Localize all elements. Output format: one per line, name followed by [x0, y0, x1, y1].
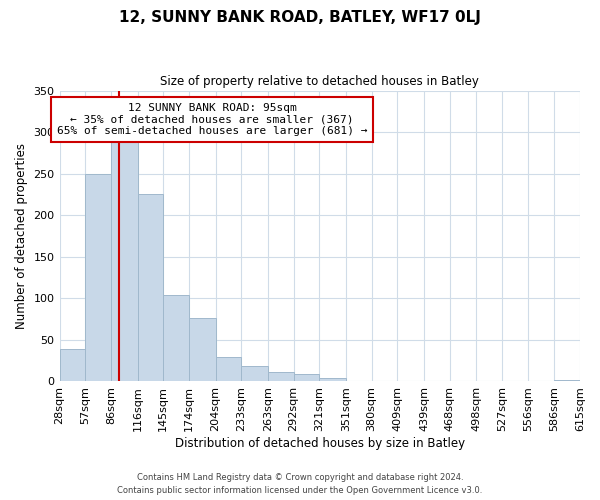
Bar [293, 374, 319, 382]
Bar [241, 366, 268, 382]
Bar [111, 136, 137, 382]
Text: 12, SUNNY BANK ROAD, BATLEY, WF17 0LJ: 12, SUNNY BANK ROAD, BATLEY, WF17 0LJ [119, 10, 481, 25]
Bar [85, 174, 111, 382]
Title: Size of property relative to detached houses in Batley: Size of property relative to detached ho… [160, 75, 479, 88]
Y-axis label: Number of detached properties: Number of detached properties [15, 143, 28, 329]
Bar [268, 372, 293, 382]
Text: Contains HM Land Registry data © Crown copyright and database right 2024.
Contai: Contains HM Land Registry data © Crown c… [118, 474, 482, 495]
Bar [189, 318, 215, 382]
Bar [346, 380, 371, 382]
Bar [163, 295, 189, 382]
Bar [319, 378, 346, 382]
Text: 12 SUNNY BANK ROAD: 95sqm
← 35% of detached houses are smaller (367)
65% of semi: 12 SUNNY BANK ROAD: 95sqm ← 35% of detac… [57, 103, 367, 136]
X-axis label: Distribution of detached houses by size in Batley: Distribution of detached houses by size … [175, 437, 465, 450]
Bar [137, 194, 163, 382]
Bar [554, 380, 580, 382]
Bar [59, 349, 85, 382]
Bar [215, 358, 241, 382]
